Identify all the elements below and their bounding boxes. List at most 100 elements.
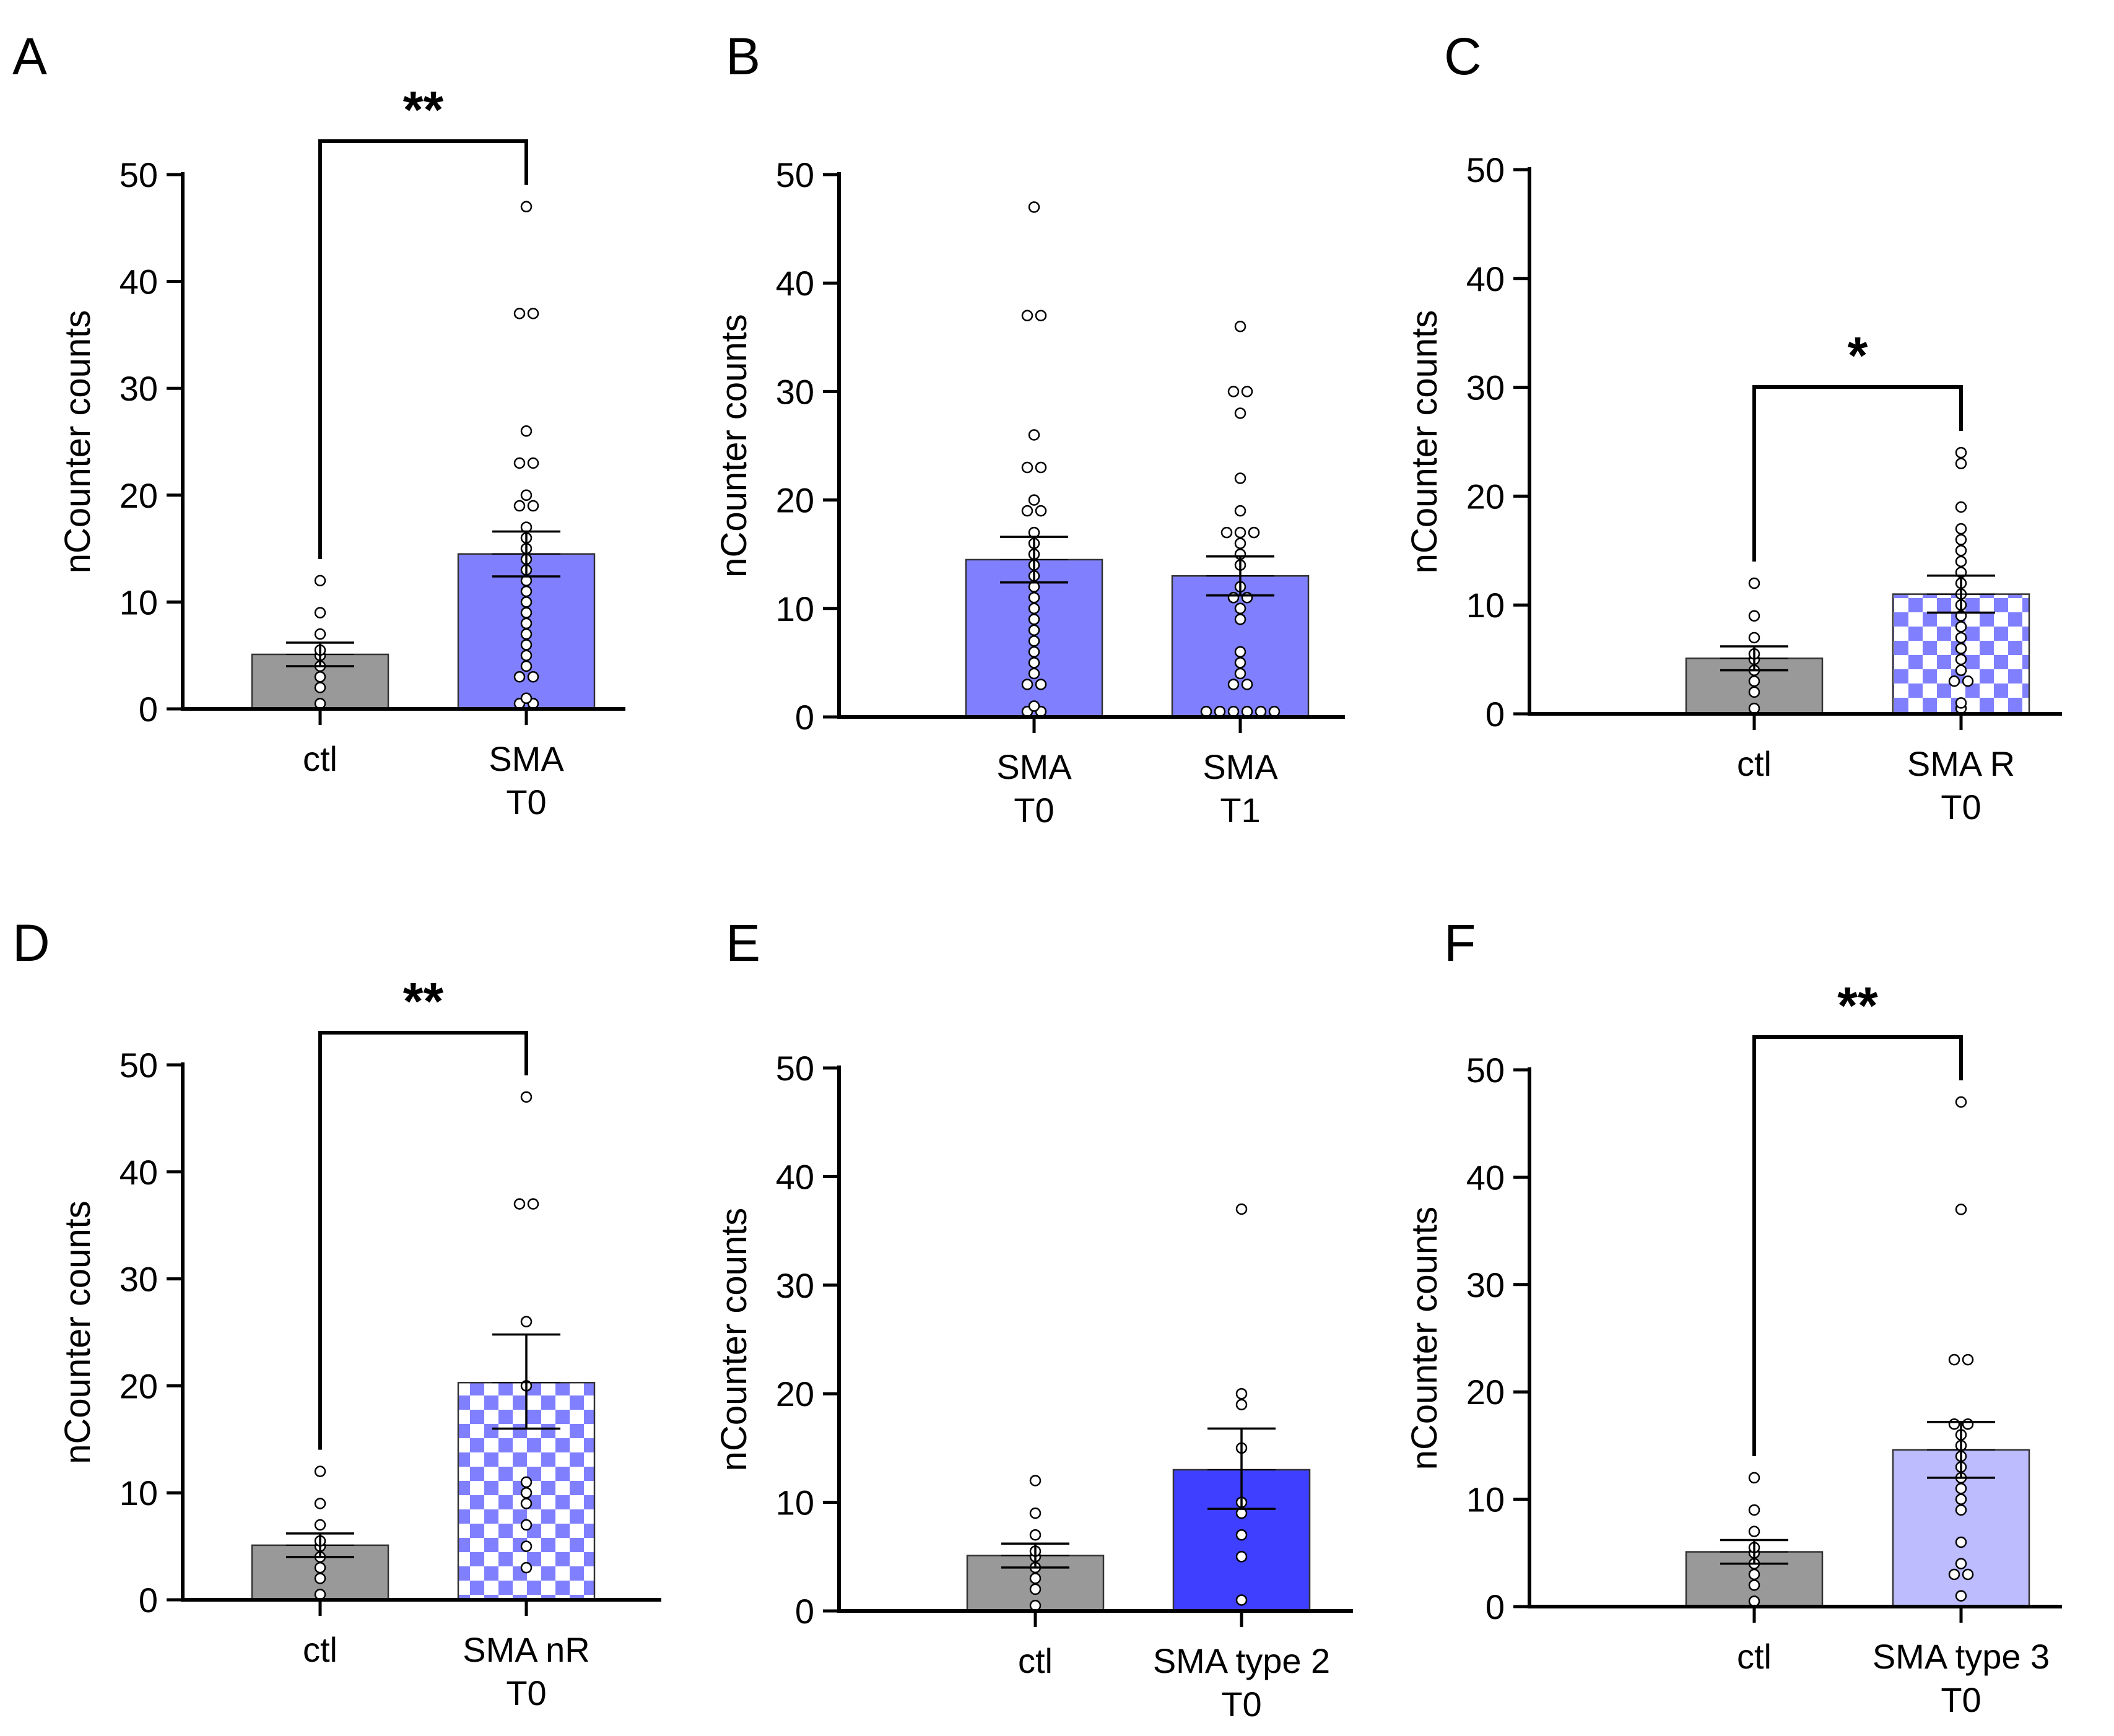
data-point xyxy=(1955,631,1967,644)
x-tick-label: SMA T0 xyxy=(996,747,1072,830)
x-tick-label: SMA nR T0 xyxy=(463,1630,589,1712)
y-tick-label: 0 xyxy=(795,698,814,737)
data-point xyxy=(1035,310,1047,322)
data-point xyxy=(1955,664,1967,676)
y-tick-label: 30 xyxy=(120,369,158,408)
y-tick-label: 10 xyxy=(120,583,158,622)
data-point xyxy=(314,671,326,683)
data-point xyxy=(1955,458,1967,469)
data-point xyxy=(1029,1583,1042,1595)
y-tick-label: 0 xyxy=(1485,695,1505,734)
data-point xyxy=(1955,1504,1967,1516)
data-point xyxy=(1028,624,1040,636)
data-point xyxy=(1028,592,1040,604)
y-tick-label: 40 xyxy=(120,1153,158,1192)
y-tick-label: 0 xyxy=(139,1581,158,1620)
data-point xyxy=(1948,1568,1960,1581)
y-tick-label: 40 xyxy=(1466,259,1505,298)
y-tick-label: 30 xyxy=(120,1260,158,1299)
data-point xyxy=(1234,602,1246,615)
data-point xyxy=(1241,386,1253,397)
y-tick-label: 50 xyxy=(1466,1051,1505,1090)
data-point xyxy=(1948,675,1960,687)
data-point xyxy=(1235,1529,1248,1541)
data-point xyxy=(1748,1472,1760,1484)
data-point xyxy=(1955,1096,1967,1108)
panel-letter: C xyxy=(1444,27,1482,85)
data-point xyxy=(527,500,539,512)
y-tick-label: 0 xyxy=(139,690,158,729)
data-point xyxy=(1035,679,1047,690)
x-tick-label: ctl xyxy=(1737,1637,1772,1676)
data-point xyxy=(1748,1504,1760,1516)
y-tick-label: 10 xyxy=(776,1483,814,1522)
x-tick-label: ctl xyxy=(1018,1641,1053,1680)
data-point xyxy=(1748,1579,1760,1591)
y-tick-label: 50 xyxy=(120,1046,158,1085)
data-point xyxy=(520,1476,533,1488)
significance-label: * xyxy=(1848,326,1868,384)
x-tick-label: SMA R T0 xyxy=(1907,744,2015,827)
data-point xyxy=(1962,1353,1974,1366)
data-point xyxy=(1235,1387,1248,1400)
data-point xyxy=(527,308,539,319)
data-point xyxy=(1227,592,1240,604)
data-point xyxy=(1234,505,1246,517)
data-point xyxy=(1028,614,1040,625)
data-point xyxy=(1028,201,1040,213)
data-point xyxy=(1955,1536,1967,1548)
data-point xyxy=(1028,635,1040,647)
data-point xyxy=(1235,1203,1248,1215)
data-point xyxy=(1235,1551,1248,1563)
data-point xyxy=(1227,705,1240,718)
data-point xyxy=(520,1561,533,1574)
data-point xyxy=(1268,705,1281,718)
data-point xyxy=(1241,705,1253,718)
data-point xyxy=(314,1465,326,1477)
data-point xyxy=(1955,1590,1967,1602)
data-point xyxy=(1955,501,1967,513)
data-point xyxy=(1234,667,1246,680)
data-point xyxy=(1021,679,1033,690)
data-point xyxy=(1955,1204,1967,1215)
y-axis-title: nCounter counts xyxy=(714,314,754,578)
x-tick-label: ctl xyxy=(303,1630,337,1669)
x-tick-label: ctl xyxy=(303,739,337,778)
data-point xyxy=(1748,675,1760,687)
data-point xyxy=(520,1316,533,1327)
y-tick-label: 10 xyxy=(120,1473,158,1512)
data-point xyxy=(314,682,326,693)
y-tick-label: 20 xyxy=(120,1366,158,1405)
y-axis-title: nCounter counts xyxy=(58,310,98,574)
data-point xyxy=(1955,523,1967,535)
data-point xyxy=(527,1198,539,1210)
y-tick-label: 20 xyxy=(1466,1373,1505,1412)
data-point xyxy=(1028,429,1040,441)
data-point xyxy=(314,1573,326,1584)
y-tick-label: 40 xyxy=(120,263,158,302)
significance-bracket xyxy=(1752,1035,1963,1456)
data-point xyxy=(520,489,533,501)
data-point xyxy=(520,596,533,608)
y-axis-title: nCounter counts xyxy=(1404,1207,1445,1470)
data-point xyxy=(513,671,526,683)
data-point xyxy=(1748,1595,1760,1607)
data-point xyxy=(314,1519,326,1531)
y-tick-label: 40 xyxy=(1466,1158,1505,1197)
data-point xyxy=(1955,653,1967,666)
data-point xyxy=(1955,1493,1967,1505)
data-point xyxy=(1955,1483,1967,1495)
y-tick-label: 0 xyxy=(795,1592,814,1631)
data-point xyxy=(520,425,533,437)
data-point xyxy=(1748,577,1760,589)
y-tick-label: 30 xyxy=(776,1266,814,1305)
data-point xyxy=(1955,534,1967,545)
data-point xyxy=(314,607,326,618)
y-tick-label: 20 xyxy=(120,476,158,515)
data-point xyxy=(1248,526,1260,539)
y-tick-label: 50 xyxy=(776,1049,814,1088)
